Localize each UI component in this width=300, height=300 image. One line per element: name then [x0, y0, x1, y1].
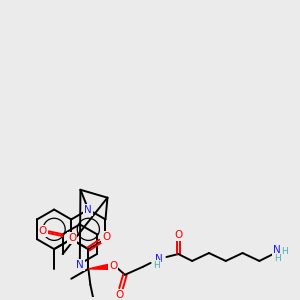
Text: N: N: [76, 260, 84, 270]
Text: O: O: [102, 232, 110, 242]
Text: O: O: [174, 230, 182, 240]
Text: H: H: [281, 247, 287, 256]
Text: O: O: [115, 290, 123, 300]
Text: H: H: [274, 254, 281, 263]
Text: O: O: [68, 233, 76, 243]
Text: N: N: [273, 245, 281, 255]
Text: H: H: [153, 261, 160, 270]
Text: O: O: [39, 226, 47, 236]
Text: N: N: [155, 254, 162, 264]
Text: N: N: [85, 205, 92, 214]
Polygon shape: [88, 264, 108, 269]
Text: O: O: [109, 261, 117, 271]
